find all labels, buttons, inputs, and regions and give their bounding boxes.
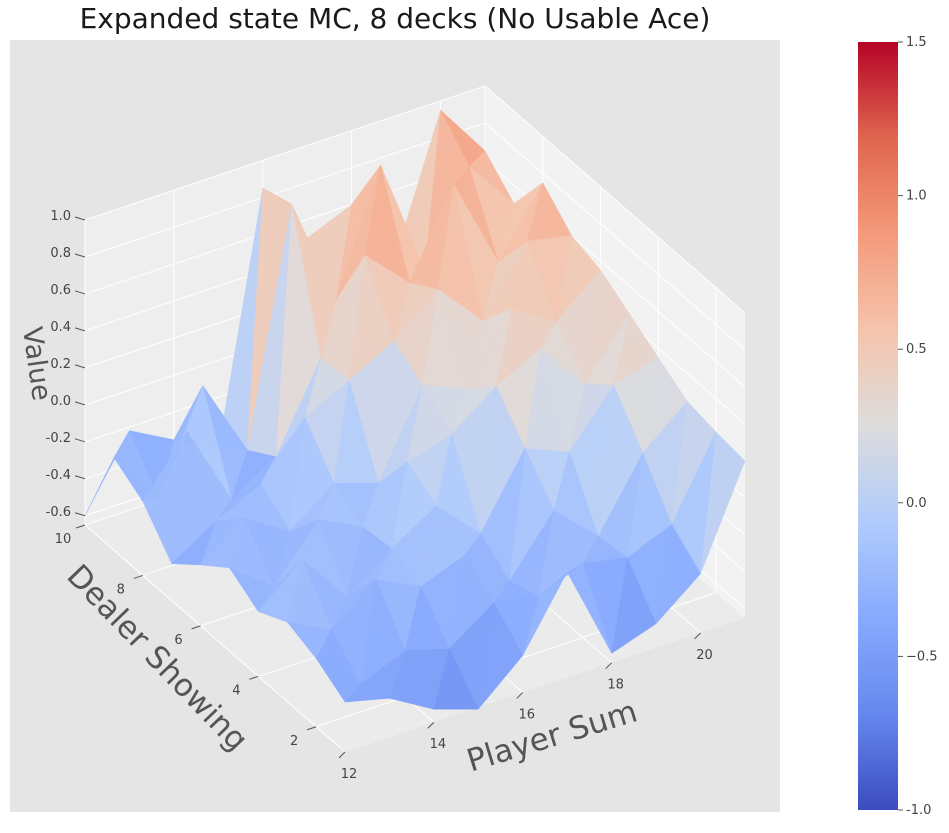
colorbar-tick-label: 1.5 — [906, 35, 927, 50]
y-tick-label: 2 — [290, 734, 298, 749]
grid-line — [84, 122, 486, 258]
z-tick-mark — [74, 475, 86, 480]
chart-title: Expanded state MC, 8 decks (No Usable Ac… — [79, 2, 711, 35]
x-tick-label: 14 — [430, 737, 447, 752]
x-tick-label: 20 — [696, 648, 713, 663]
z-tick-label: 1.0 — [50, 209, 71, 224]
surface-facet — [655, 523, 701, 625]
surface-facet — [433, 648, 479, 710]
z-tick-mark — [74, 327, 86, 332]
colorbar-ticks: -1.0 −0.5 0.0 0.5 1.0 1.5 — [898, 35, 938, 818]
z-tick-mark — [74, 253, 86, 258]
surface-facet — [389, 650, 435, 710]
z-tick-mark — [74, 401, 86, 406]
colorbar — [858, 42, 898, 810]
surface-facet — [566, 563, 612, 654]
surface-facet — [477, 601, 524, 710]
surface-facet — [522, 572, 568, 656]
z-tick-label: 0.2 — [50, 357, 71, 372]
surface-facet — [611, 557, 657, 654]
y-tick-label: 10 — [55, 532, 72, 547]
z-tick-label: 0.8 — [50, 246, 71, 261]
surface-mesh — [84, 109, 746, 710]
y-tick-label: 8 — [117, 582, 125, 597]
x-tick-label: 18 — [607, 678, 624, 693]
x-tick-mark — [605, 662, 613, 670]
colorbar-tick-label: -1.0 — [906, 803, 931, 818]
colorbar-tick-label: 0.5 — [906, 342, 927, 357]
surface-facet — [700, 431, 746, 574]
z-tick-mark — [74, 364, 86, 369]
z-tick-label: 0.0 — [50, 394, 71, 409]
y-tick-mark — [191, 625, 201, 630]
y-tick-mark — [306, 726, 317, 731]
x-tick-mark — [427, 721, 435, 729]
colorbar-tick-label: −0.5 — [906, 649, 938, 664]
surface-facet — [344, 683, 391, 703]
x-tick-label: 12 — [341, 767, 358, 782]
grid-line — [484, 122, 746, 351]
grid-line — [484, 85, 746, 314]
y-tick-label: 6 — [174, 633, 182, 648]
grid-line — [84, 524, 346, 753]
z-tick-label: -0.6 — [46, 505, 71, 520]
x-tick-mark — [516, 692, 524, 699]
y-tick-mark — [249, 675, 259, 680]
z-tick-mark — [74, 290, 86, 295]
colorbar-tick-label: 1.0 — [906, 189, 927, 204]
z-tick-label: 0.6 — [50, 283, 71, 298]
colorbar-tick-label: 0.0 — [906, 496, 927, 511]
z-tick-label: -0.4 — [46, 468, 71, 483]
z-tick-mark — [74, 438, 86, 443]
z-tick-mark — [74, 216, 86, 221]
y-tick-label: 4 — [232, 683, 240, 698]
z-tick-mark — [74, 512, 86, 517]
x-tick-mark — [338, 751, 346, 759]
grid-line — [84, 85, 486, 221]
z-tick-label: 0.4 — [50, 320, 71, 335]
z-tick-label: -0.2 — [46, 431, 71, 446]
axis-ticks: 12 14 16 18 20 2 4 6 8 10 -0.6 -0.4 -0.2 0.0 0.2 0.4 0.6… — [46, 209, 713, 782]
y-tick-mark — [133, 574, 143, 579]
y-tick-mark — [75, 524, 86, 529]
x-tick-label: 16 — [519, 707, 536, 722]
x-tick-mark — [694, 632, 701, 640]
